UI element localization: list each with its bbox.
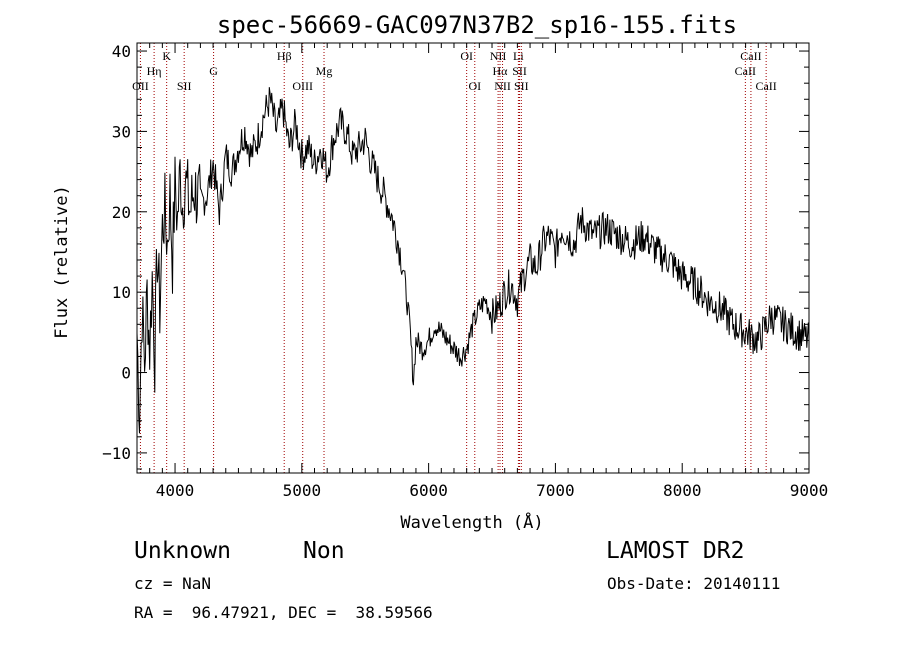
spectral-line-label: NII [494,79,511,93]
x-axis-ticks: 4000 5000 6000 7000 8000 9000 [149,43,829,500]
spectral-line-label: K [162,49,171,63]
spectral-line-label: OI [468,79,481,93]
spectral-line-markers: OIIHηKSIIGHβOIIIMgOIOIHαNIINIISIILiSIICa… [132,43,777,473]
y-tick-label: 40 [112,42,131,61]
spectral-line-label: Mg [316,64,333,78]
x-tick-label: 7000 [536,481,575,500]
x-tick-label: 5000 [283,481,322,500]
class-label: Unknown [134,538,231,564]
spectral-line-label: OI [460,49,473,63]
subclass-label: Non [303,538,345,564]
obs-date-label: Obs-Date: 20140111 [607,574,781,593]
spectral-line-label: OIII [292,79,313,93]
x-tick-label: 8000 [663,481,702,500]
y-axis-label: Flux (relative) [52,185,72,339]
chart-title: spec-56669-GAC097N37B2_sp16-155.fits [217,11,737,39]
x-tick-label: 6000 [409,481,448,500]
x-tick-label: 4000 [156,481,195,500]
spectral-line-label: SII [512,64,527,78]
spectral-line-label: OII [132,79,149,93]
plot-frame [136,42,810,474]
spectral-line-label: CaII [740,49,761,63]
spectral-line-label: CaII [755,79,776,93]
y-tick-label: 10 [112,283,131,302]
spectrum-line [136,87,810,434]
survey-label: LAMOST DR2 [606,538,745,564]
spectral-line-label: SII [177,79,192,93]
x-tick-label: 9000 [790,481,829,500]
spectral-line-label: NII [490,49,507,63]
spectral-line-label: CaII [735,64,756,78]
redshift-label: cz = NaN [134,574,212,593]
spectral-line-label: Hβ [277,49,292,63]
spectral-line-label: Hα [493,64,509,78]
coordinates-label: RA = 96.47921, DEC = 38.59566 [134,603,433,622]
y-tick-label: −10 [102,444,131,463]
y-axis-ticks: −10 0 10 20 30 40 [102,42,809,470]
y-tick-label: 20 [112,203,131,222]
spectral-line-label: SII [514,79,529,93]
spectrum-series [136,87,810,434]
spectral-line-label: G [209,64,218,78]
x-axis-label: Wavelength (Å) [400,511,543,533]
y-tick-label: 30 [112,122,131,141]
y-tick-label: 0 [121,364,131,383]
spectral-line-label: Hη [147,64,162,78]
spectral-line-label: Li [513,49,524,63]
